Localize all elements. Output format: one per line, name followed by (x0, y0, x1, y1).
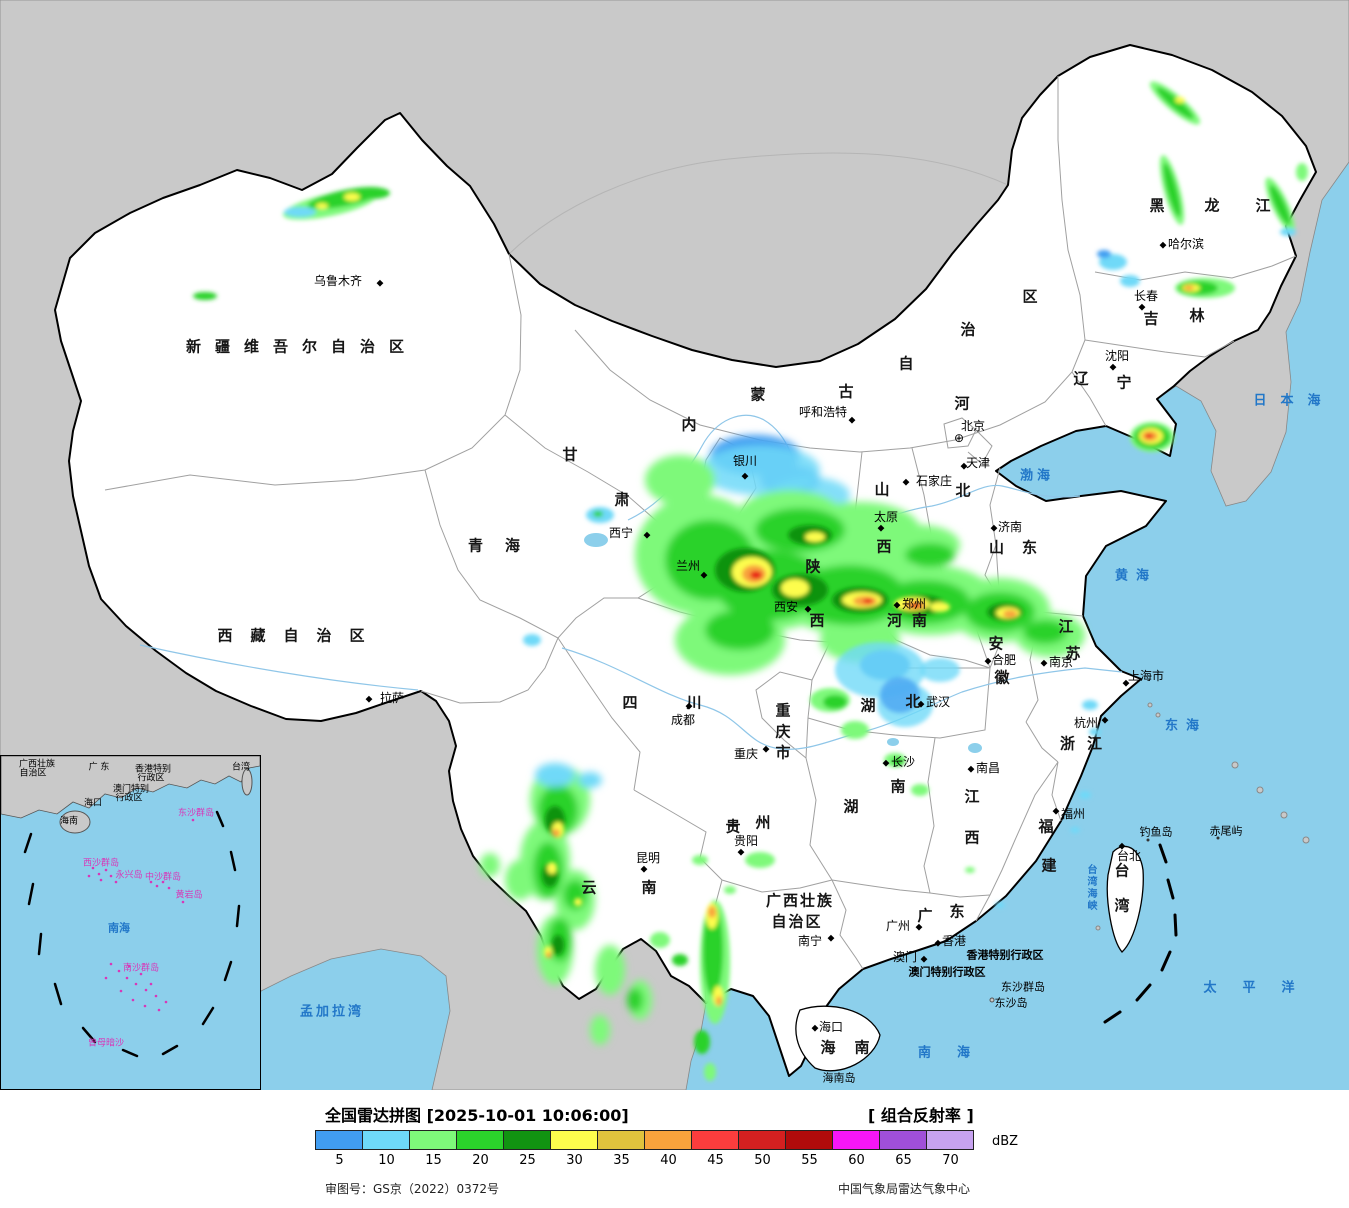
legend-value: 20 (472, 1153, 489, 1168)
legend-swatch: 35 (597, 1130, 645, 1168)
legend-swatch: 25 (503, 1130, 551, 1168)
legend-swatch: 20 (456, 1130, 504, 1168)
hainan-island (795, 1005, 881, 1072)
nine-dash-line (1103, 843, 1178, 1024)
inset-graphic (1, 756, 260, 1089)
legend-value: 10 (378, 1153, 395, 1168)
legend-value: 60 (848, 1153, 865, 1168)
legend-value: 35 (613, 1153, 630, 1168)
map-license: 审图号：GS京（2022）0372号 (325, 1182, 499, 1196)
legend-swatch: 70 (926, 1130, 974, 1168)
radar-echo-dalian (1130, 422, 1174, 452)
foreign-border (508, 152, 1009, 255)
legend-swatch: 40 (644, 1130, 692, 1168)
small-islands (989, 702, 1310, 1003)
dongting-lake (887, 738, 899, 746)
legend-colorbar: 5 10 15 20 25 30 35 40 45 50 55 60 65 70 (315, 1130, 974, 1168)
inset-hainan (59, 810, 91, 834)
legend-value: 40 (660, 1153, 677, 1168)
legend-color (550, 1130, 598, 1150)
legend-color (362, 1130, 410, 1150)
legend-color (597, 1130, 645, 1150)
map-title: 全国雷达拼图 [2025-10-01 10:06:00] (325, 1106, 629, 1125)
legend-color (409, 1130, 457, 1150)
inset-island-dots (87, 818, 195, 1012)
radar-echo-xinjiang (193, 186, 390, 300)
legend-value: 15 (425, 1153, 442, 1168)
legend-swatch: 65 (879, 1130, 927, 1168)
map-graphic (0, 0, 1349, 1090)
legend-swatch: 50 (738, 1130, 786, 1168)
qinghai-lake (584, 533, 608, 547)
radar-echo-coastal (965, 700, 1101, 908)
legend-swatch: 5 (315, 1130, 363, 1168)
legend-color (456, 1130, 504, 1150)
radar-map: 新疆维吾尔自治区 西藏自治区 青海甘肃内蒙古自治区陕西山西河北山东 河南江苏安徽湖北湖… (0, 0, 1349, 1090)
legend-value: 55 (801, 1153, 818, 1168)
legend-color (785, 1130, 833, 1150)
inset-nine-dash-line (23, 810, 241, 1058)
legend-color (738, 1130, 786, 1150)
legend-color (832, 1130, 880, 1150)
legend-swatch: 10 (362, 1130, 410, 1168)
legend-value: 50 (754, 1153, 771, 1168)
legend-value: 5 (335, 1153, 344, 1168)
south-china-sea-inset: 广西壮族 自治区广 东香港特别 行政区 澳门特别 行政区 台湾 东沙群岛 海口 海南 西沙群岛 永兴… (0, 755, 261, 1090)
legend-color (503, 1130, 551, 1150)
legend-color (926, 1130, 974, 1150)
legend-swatch: 60 (832, 1130, 880, 1168)
legend-value: 25 (519, 1153, 536, 1168)
product-label: [ 组合反射率 ] (868, 1106, 974, 1125)
radar-echo-hubei (810, 642, 960, 796)
legend-value: 70 (942, 1153, 959, 1168)
legend-value: 30 (566, 1153, 583, 1168)
legend-color (315, 1130, 363, 1150)
legend-swatch: 55 (785, 1130, 833, 1168)
radar-echo-northeast (1097, 81, 1308, 298)
inset-taiwan (241, 768, 253, 796)
radar-echo-central-cores (523, 507, 1023, 646)
legend-swatch: 45 (691, 1130, 739, 1168)
legend-color (644, 1130, 692, 1150)
legend-value: 65 (895, 1153, 912, 1168)
legend-color (691, 1130, 739, 1150)
map-credit: 中国气象局雷达气象中心 (838, 1182, 971, 1196)
legend-swatch: 15 (409, 1130, 457, 1168)
radar-echo-yunnan (480, 763, 652, 1045)
legend-value: 45 (707, 1153, 724, 1168)
legend-unit: dBZ (992, 1134, 1019, 1149)
radar-echo-guangxi (694, 900, 730, 1081)
legend-swatch: 30 (550, 1130, 598, 1168)
radar-echo-yunnan-cores (542, 806, 775, 966)
legend-area: 全国雷达拼图 [2025-10-01 10:06:00] [ 组合反射率 ] 5… (0, 1090, 1349, 1208)
taiwan-island (1106, 845, 1144, 953)
legend-color (879, 1130, 927, 1150)
poyang-lake (968, 743, 982, 753)
